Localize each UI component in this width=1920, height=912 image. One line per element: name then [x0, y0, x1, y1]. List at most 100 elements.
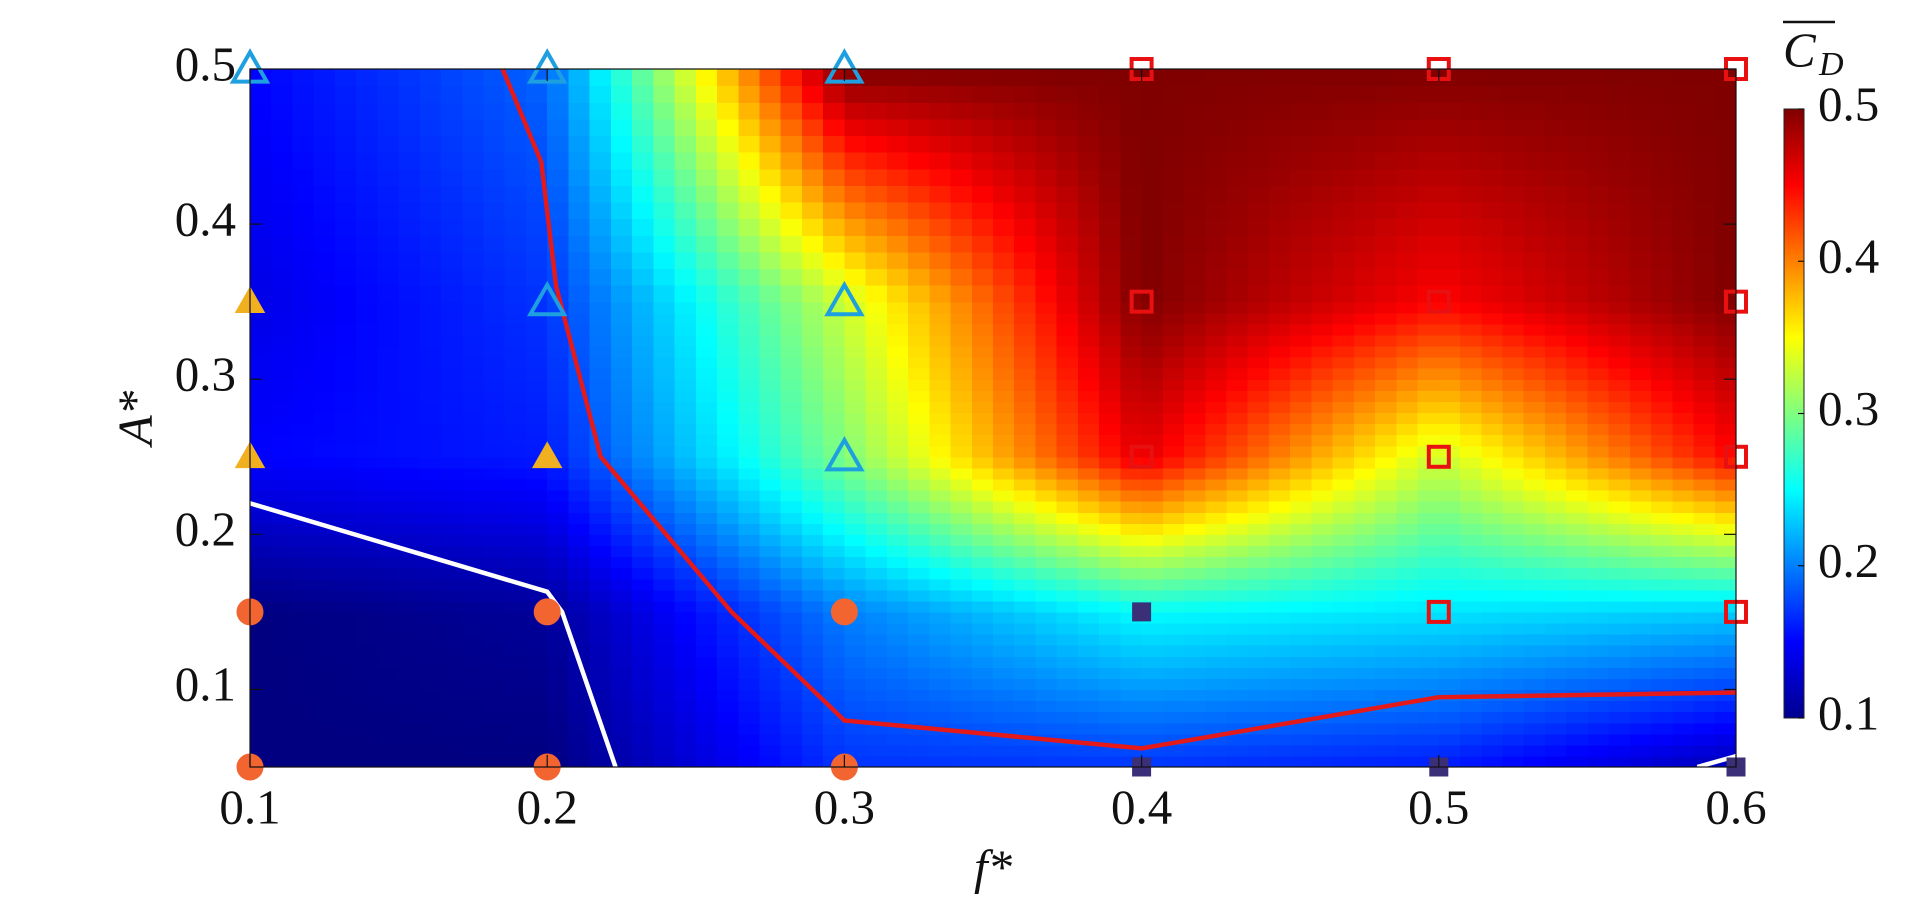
- heat-cell: [441, 467, 463, 480]
- heat-cell: [1672, 733, 1695, 746]
- heat-cell: [993, 168, 1015, 186]
- heat-cell: [695, 600, 718, 613]
- heat-cell: [653, 69, 676, 87]
- heat-cell: [1693, 634, 1716, 646]
- heat-cell: [1502, 534, 1525, 547]
- heat-cell: [717, 102, 739, 120]
- heat-cell: [908, 589, 930, 602]
- heat-cell: [547, 634, 570, 646]
- heat-cell: [441, 567, 463, 580]
- heat-cell: [568, 755, 591, 768]
- heat-cell: [1608, 312, 1631, 325]
- heat-cell: [1544, 589, 1567, 602]
- heat-cell: [1396, 152, 1419, 170]
- heat-cell: [334, 235, 357, 253]
- heat-cell: [1290, 301, 1313, 314]
- heat-cell: [971, 478, 994, 491]
- heat-cell: [759, 678, 782, 691]
- heat-cell: [844, 578, 867, 591]
- heat-cell: [971, 301, 994, 314]
- heat-cell: [1481, 168, 1504, 186]
- heat-cell: [653, 622, 676, 635]
- heat-cell: [759, 401, 782, 414]
- heat-cell: [589, 523, 612, 535]
- heat-cell: [1375, 645, 1397, 657]
- heat-cell: [334, 622, 357, 635]
- heat-cell: [1247, 434, 1270, 447]
- heat-cell: [1332, 722, 1355, 735]
- heat-cell: [1247, 102, 1270, 120]
- heat-cell: [1523, 501, 1546, 513]
- heat-cell: [1014, 534, 1037, 547]
- colorbar-tick-label: 0.1: [1818, 685, 1879, 740]
- heat-cell: [1184, 667, 1206, 679]
- heat-cell: [1226, 323, 1249, 336]
- heat-cell: [993, 755, 1015, 768]
- heat-cell: [1353, 733, 1376, 746]
- heat-cell: [1396, 118, 1419, 137]
- heat-cell: [1672, 423, 1695, 436]
- heat-cell: [377, 523, 400, 535]
- heat-cell: [971, 434, 994, 447]
- heat-cell: [568, 152, 591, 170]
- heat-cell: [1566, 678, 1588, 691]
- heat-cell: [1672, 85, 1695, 103]
- heat-cell: [929, 152, 952, 170]
- heat-cell: [1184, 567, 1206, 580]
- heat-cell: [547, 467, 570, 480]
- heat-cell: [1375, 334, 1397, 347]
- heat-cell: [632, 235, 654, 253]
- heat-cell: [1184, 379, 1206, 391]
- heat-cell: [1332, 445, 1355, 458]
- heat-cell: [313, 312, 336, 325]
- heat-cell: [525, 656, 548, 668]
- heat-cell: [292, 201, 315, 220]
- heat-cell: [589, 185, 612, 203]
- heat-cell: [568, 622, 591, 635]
- heat-cell: [993, 523, 1015, 535]
- heat-cell: [1396, 722, 1419, 735]
- heat-cell: [1714, 700, 1737, 713]
- heat-cell: [610, 556, 633, 569]
- heat-cell: [695, 667, 718, 679]
- heat-cell: [377, 445, 400, 458]
- heat-cell: [334, 678, 357, 691]
- heat-cell: [653, 656, 676, 668]
- heat-cell: [313, 69, 336, 87]
- heat-cell: [292, 357, 315, 369]
- heat-cell: [441, 667, 463, 679]
- heat-cell: [1544, 357, 1567, 369]
- heat-cell: [1205, 722, 1228, 735]
- heat-cell: [1714, 545, 1737, 558]
- heat-cell: [1205, 301, 1228, 314]
- heat-cell: [1353, 357, 1376, 369]
- heat-cell: [1523, 412, 1546, 425]
- heat-cell: [1184, 744, 1206, 757]
- heat-cell: [1502, 434, 1525, 447]
- heat-cell: [1417, 534, 1440, 547]
- heat-cell: [568, 578, 591, 591]
- heat-cell: [865, 700, 888, 713]
- heat-cell: [1268, 69, 1291, 87]
- heat-cell: [483, 523, 506, 535]
- heat-cell: [695, 118, 718, 137]
- heat-cell: [1693, 478, 1716, 491]
- heat-cell: [674, 490, 697, 502]
- heat-cell: [250, 478, 272, 491]
- heat-cell: [717, 368, 739, 380]
- heat-cell: [610, 711, 633, 724]
- heat-cell: [483, 85, 506, 103]
- heat-cell: [1162, 445, 1185, 458]
- heat-cell: [1014, 102, 1037, 120]
- heat-cell: [1629, 118, 1652, 137]
- heat-cell: [1566, 512, 1588, 524]
- heat-cell: [377, 467, 400, 480]
- heat-cell: [1332, 268, 1355, 286]
- heat-cell: [504, 334, 527, 347]
- heat-cell: [844, 357, 867, 369]
- heat-cell: [1544, 285, 1567, 303]
- heat-cell: [823, 634, 845, 646]
- heat-cell: [1162, 185, 1185, 203]
- heat-cell: [1460, 423, 1482, 436]
- heat-cell: [589, 478, 612, 491]
